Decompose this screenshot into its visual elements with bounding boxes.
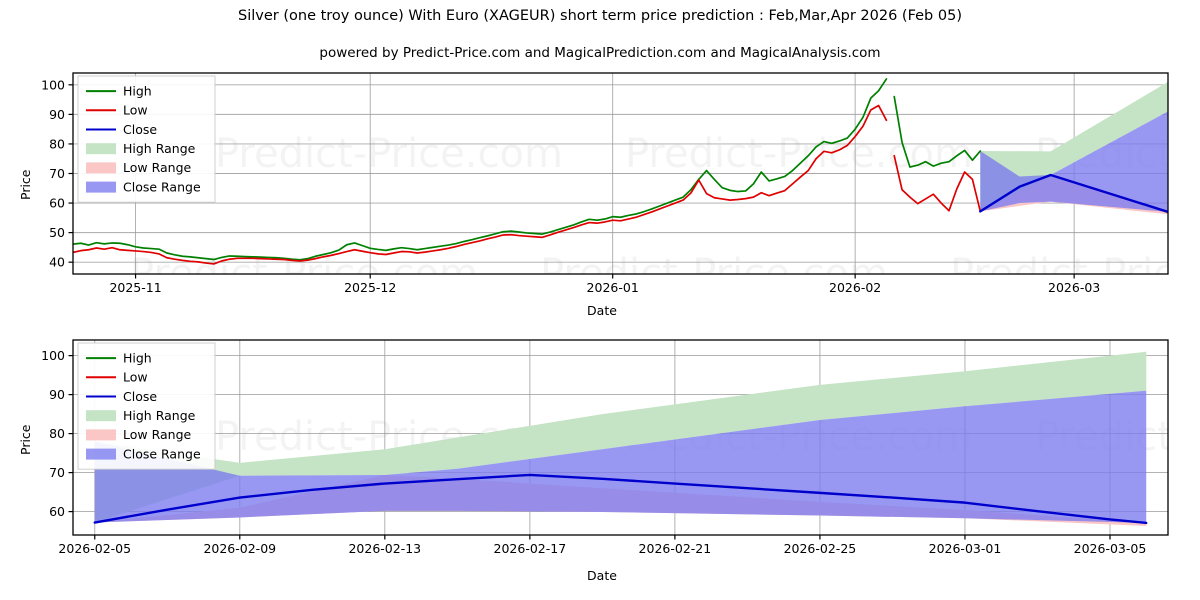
legend-label: Close Range (123, 179, 201, 194)
y-axis-tick-label: 90 (49, 107, 65, 122)
legend-label: Low Range (123, 427, 192, 442)
x-axis-tick-label: 2026-02-05 (58, 541, 131, 555)
page-subtitle: powered by Predict-Price.com and Magical… (319, 45, 881, 61)
legend-label: Close Range (123, 446, 201, 461)
x-axis-tick-label: 2026-02-13 (348, 541, 421, 555)
legend-swatch-patch (86, 448, 116, 460)
y-axis-tick-label: 40 (49, 255, 65, 270)
top-chart-xlabel: Date (587, 303, 617, 318)
close-line (93, 473, 1148, 525)
high-range-band (94, 351, 1147, 523)
close-range-band (94, 390, 1147, 523)
bottom-chart-panel: Predict-Price.comPredict-Price.comPredic… (0, 330, 1200, 555)
y-axis-tick-label: 70 (49, 465, 65, 480)
low-line (73, 104, 888, 265)
watermark: Predict-Price.com (625, 131, 973, 177)
legend-label: High (123, 350, 152, 365)
x-axis-tick-label: 2026-03 (1048, 280, 1100, 295)
legend-swatch-patch (86, 143, 116, 155)
x-axis-tick-label: 2026-03-05 (1074, 541, 1147, 555)
legend-swatch-patch (86, 429, 116, 441)
x-axis-tick-label: 2026-02-17 (494, 541, 567, 555)
legend-box (77, 342, 216, 470)
legend-label: High Range (123, 141, 196, 156)
y-axis-tick-label: 60 (49, 504, 65, 519)
bottom-chart-ylabel: Price (18, 424, 33, 456)
x-axis-tick-label: 2026-03-01 (929, 541, 1002, 555)
x-axis-tick-label: 2026-02-09 (203, 541, 276, 555)
legend-label: Low (123, 103, 148, 118)
legend-label: Close (123, 122, 157, 137)
y-axis-tick-label: 80 (49, 426, 65, 441)
plot-frame (72, 339, 1169, 536)
top-chart-ylabel: Price (18, 169, 33, 201)
high-line (73, 78, 888, 261)
low-line-tail (893, 154, 982, 213)
close-range-band (980, 111, 1168, 212)
x-axis-tick-label: 2026-01 (587, 280, 639, 295)
legend-swatch-patch (86, 162, 116, 174)
legend-swatch-patch (86, 181, 116, 193)
x-axis-tick-label: 2025-11 (109, 280, 161, 295)
x-axis-tick-label: 2025-12 (344, 280, 396, 295)
top-chart-panel: Predict-Price.comPredict-Price.comPredic… (0, 62, 1200, 312)
y-axis-tick-label: 80 (49, 136, 65, 151)
y-axis-tick-label: 90 (49, 387, 65, 402)
high-line-tail (893, 95, 982, 168)
watermark: Predict-Price.com (215, 131, 563, 177)
bottom-chart-svg: Predict-Price.comPredict-Price.comPredic… (41, 339, 1169, 555)
x-axis-tick-label: 2026-02-21 (639, 541, 712, 555)
y-axis-tick-label: 100 (41, 348, 65, 363)
legend-label: High Range (123, 408, 196, 423)
y-axis-tick-label: 60 (49, 196, 65, 211)
y-axis-tick-label: 70 (49, 166, 65, 181)
y-axis-tick-label: 100 (41, 77, 65, 92)
page-title: Silver (one troy ounce) With Euro (XAGEU… (238, 8, 962, 24)
close-line (979, 173, 1168, 214)
y-axis-tick-label: 50 (49, 225, 65, 240)
legend-label: High (123, 83, 152, 98)
legend-label: Close (123, 389, 157, 404)
legend-box (77, 75, 216, 203)
bottom-chart-xlabel: Date (587, 568, 617, 583)
top-chart-svg: Predict-Price.comPredict-Price.comPredic… (41, 72, 1169, 295)
legend-swatch-patch (86, 410, 116, 422)
legend-label: Low Range (123, 160, 192, 175)
legend-label: Low (123, 370, 148, 385)
x-axis-tick-label: 2026-02 (829, 280, 881, 295)
x-axis-tick-label: 2026-02-25 (784, 541, 857, 555)
